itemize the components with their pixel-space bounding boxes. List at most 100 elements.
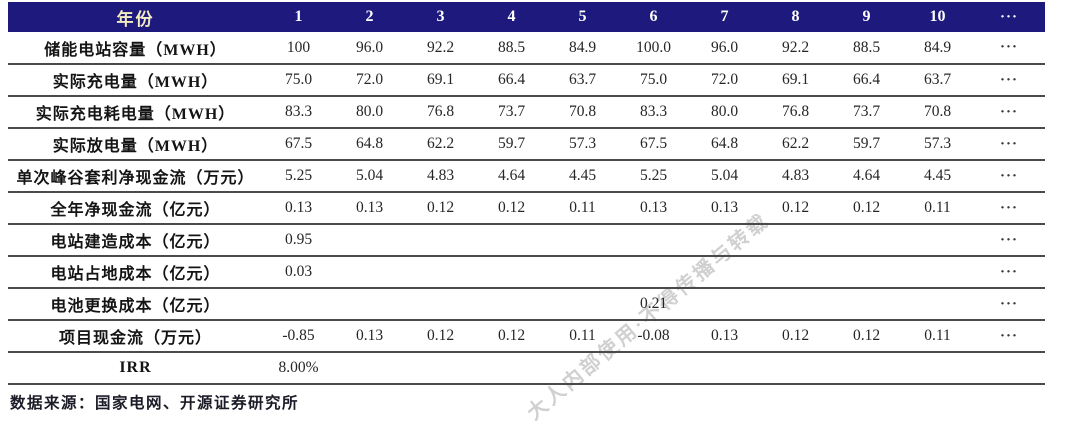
value-cell: 88.5: [852, 38, 881, 56]
value-cell: 57.3: [568, 135, 597, 152]
value-cell: [831, 224, 902, 256]
header-cell-year-1: 1: [294, 8, 303, 25]
value-cell: 0.13: [355, 199, 384, 216]
value-cell: 83.3: [639, 103, 668, 120]
table-body: 储能电站容量（MWH） 100 96.0 92.2 88.5 84.9 100.0 96.0 9…: [8, 32, 1045, 384]
value-cell: [405, 352, 476, 384]
value-cell: 100: [286, 38, 311, 56]
value-cell: 4.45: [923, 167, 952, 184]
value-cell: 57.3: [923, 135, 952, 152]
value-cell: 72.0: [710, 71, 739, 88]
header-cell-year-5: 5: [578, 8, 587, 25]
value-cell: [831, 288, 902, 320]
value-cell: 80.0: [710, 103, 739, 120]
value-cell: [547, 352, 618, 384]
value-cell: 4.83: [781, 167, 810, 184]
value-cell: 84.9: [568, 38, 597, 56]
value-cell: 4.45: [568, 167, 597, 184]
value-cell: 0.12: [426, 199, 455, 216]
row-label: 实际放电量（MWH）: [52, 138, 219, 155]
value-cell: [902, 224, 973, 256]
value-cell: 73.7: [852, 103, 881, 120]
table-row: 储能电站容量（MWH） 100 96.0 92.2 88.5 84.9 100.0 96.0 9…: [8, 32, 1045, 64]
header-cell-year-3: 3: [436, 8, 445, 25]
value-cell: 63.7: [923, 71, 952, 88]
header-cell-year-2: 2: [365, 8, 374, 25]
storage-plant-economics-table: 年份 1 2 3 4 5 6 7 8 9 10 ··· 储能电站容量（MWH） 100 96.0 92.2…: [8, 2, 1045, 385]
value-cell: 0.13: [639, 199, 668, 216]
value-cell: [760, 256, 831, 288]
value-cell: [618, 352, 689, 384]
value-cell: 0.13: [710, 327, 739, 344]
value-cell: 92.2: [781, 38, 810, 56]
row-label: 全年净现金流（亿元）: [50, 202, 221, 219]
value-cell: 62.2: [781, 135, 810, 152]
value-cell: 67.5: [284, 135, 313, 152]
value-cell: 0.12: [781, 327, 810, 344]
value-cell: 70.8: [923, 103, 952, 120]
table-row: 电站占地成本（亿元） 0.03 ···: [8, 256, 1045, 288]
value-cell: [547, 256, 618, 288]
value-cell: 0.13: [710, 199, 739, 216]
value-cell: [476, 256, 547, 288]
row-ellipsis: ···: [999, 263, 1018, 280]
value-cell: 5.04: [355, 167, 384, 184]
row-ellipsis: ···: [999, 199, 1018, 216]
value-cell: 0.13: [355, 327, 384, 344]
value-cell: 88.5: [497, 38, 526, 56]
header-cell-year-8: 8: [791, 8, 800, 25]
value-cell: 5.04: [710, 167, 739, 184]
value-cell: 70.8: [568, 103, 597, 120]
value-cell: 0.12: [497, 199, 526, 216]
value-cell: [334, 256, 405, 288]
table-header-row: 年份 1 2 3 4 5 6 7 8 9 10 ···: [8, 2, 1045, 32]
value-cell: 80.0: [355, 103, 384, 120]
data-source-note: 数据来源：国家电网、开源证券研究所: [10, 395, 300, 412]
value-cell: 75.0: [639, 71, 668, 88]
value-cell: [334, 352, 405, 384]
row-ellipsis: ···: [999, 135, 1018, 152]
value-cell: 0.03: [284, 263, 313, 280]
value-cell: [902, 288, 973, 320]
row-ellipsis: ···: [999, 295, 1018, 312]
value-cell: 69.1: [426, 71, 455, 88]
value-cell: [405, 288, 476, 320]
value-cell: [689, 288, 760, 320]
value-cell: 66.4: [497, 71, 526, 88]
value-cell: [689, 352, 760, 384]
value-cell: 100.0: [636, 38, 671, 56]
value-cell: 4.64: [852, 167, 881, 184]
value-cell: 76.8: [781, 103, 810, 120]
value-cell: 0.11: [924, 327, 951, 344]
table-row: 实际放电量（MWH） 67.5 64.8 62.2 59.7 57.3 67.5 64.8 62…: [8, 128, 1045, 160]
value-cell: [476, 352, 547, 384]
value-cell: 0.12: [426, 327, 455, 344]
value-cell: 0.12: [852, 199, 881, 216]
row-label: 电站建造成本（亿元）: [50, 234, 221, 251]
value-cell: [263, 288, 334, 320]
value-cell: 67.5: [639, 135, 668, 152]
value-cell: 0.12: [781, 199, 810, 216]
value-cell: [547, 224, 618, 256]
header-cell-year-7: 7: [720, 8, 729, 25]
value-cell: [902, 352, 973, 384]
row-label: 单次峰谷套利净现金流（万元）: [16, 170, 255, 187]
value-cell: 59.7: [852, 135, 881, 152]
value-cell: [405, 224, 476, 256]
value-cell: 84.9: [923, 38, 952, 56]
header-cell-year: 年份: [116, 9, 155, 29]
value-cell: 75.0: [284, 71, 313, 88]
value-cell: -0.85: [282, 327, 315, 344]
row-label: 储能电站容量（MWH）: [44, 41, 227, 59]
row-label: 实际充电量（MWH）: [52, 74, 219, 91]
table-row: IRR 8.00%: [8, 352, 1045, 384]
table-row: 项目现金流（万元） -0.85 0.13 0.12 0.12 0.11 -0.08 0.13 0…: [8, 320, 1045, 352]
value-cell: 73.7: [497, 103, 526, 120]
header-cell-year-10: 10: [929, 8, 946, 25]
value-cell: 83.3: [284, 103, 313, 120]
row-label: 电池更换成本（亿元）: [50, 298, 221, 315]
table-row: 实际充电耗电量（MWH） 83.3 80.0 76.8 73.7 70.8 83.3 80.0…: [8, 96, 1045, 128]
value-cell: [618, 256, 689, 288]
value-cell: [902, 256, 973, 288]
value-cell: 0.11: [569, 199, 596, 216]
